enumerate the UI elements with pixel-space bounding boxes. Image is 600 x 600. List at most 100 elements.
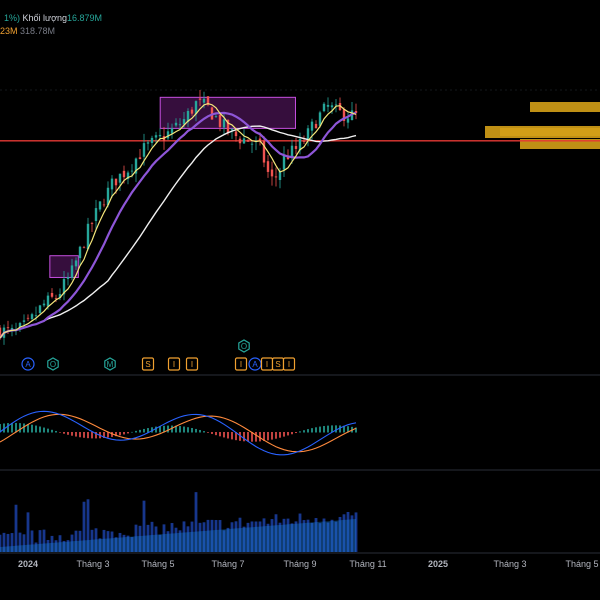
candle-body <box>194 101 198 115</box>
event-marker[interactable]: I <box>234 357 248 371</box>
candle[interactable] <box>82 245 86 249</box>
candle[interactable] <box>38 304 42 316</box>
candle[interactable] <box>354 103 358 120</box>
candle[interactable] <box>186 108 190 128</box>
candle[interactable] <box>314 120 318 129</box>
candle[interactable] <box>78 245 82 266</box>
candle[interactable] <box>194 100 198 122</box>
price-candles[interactable] <box>0 90 358 345</box>
x-tick-label[interactable]: Tháng 9 <box>283 559 316 569</box>
candle[interactable] <box>110 175 114 198</box>
profile-bar <box>500 128 600 136</box>
candle-body <box>234 131 238 137</box>
candle[interactable] <box>42 299 46 308</box>
candle[interactable] <box>282 146 286 177</box>
volume-bar <box>290 523 294 552</box>
volume-bar <box>142 500 146 552</box>
x-tick-label[interactable]: Tháng 5 <box>141 559 174 569</box>
candle[interactable] <box>338 97 342 111</box>
event-marker[interactable]: A <box>248 357 262 371</box>
event-marker[interactable]: I <box>260 357 274 371</box>
candle[interactable] <box>190 106 194 116</box>
event-marker[interactable]: O <box>47 357 59 371</box>
candle[interactable] <box>86 217 90 251</box>
candle[interactable] <box>294 137 298 155</box>
candle[interactable] <box>198 90 202 107</box>
candle[interactable] <box>214 114 218 119</box>
candle[interactable] <box>26 314 30 322</box>
event-marker[interactable]: I <box>282 357 296 371</box>
candle[interactable] <box>298 132 302 155</box>
candle[interactable] <box>166 122 170 141</box>
candle[interactable] <box>94 199 98 230</box>
candle[interactable] <box>106 181 110 208</box>
candle[interactable] <box>178 118 182 130</box>
candle[interactable] <box>206 95 210 107</box>
candle[interactable] <box>346 112 350 129</box>
x-tick-label[interactable]: 2024 <box>18 559 38 569</box>
candle[interactable] <box>286 149 290 160</box>
candle[interactable] <box>98 201 102 212</box>
candle-body <box>58 294 62 298</box>
macd-hist-bar <box>115 432 117 437</box>
candle[interactable] <box>74 257 78 271</box>
legend-volume-label[interactable]: Khối lượng <box>22 13 67 23</box>
candle[interactable] <box>342 107 346 127</box>
candle[interactable] <box>306 125 310 147</box>
event-marker[interactable]: A <box>21 357 35 371</box>
candle[interactable] <box>146 140 150 151</box>
x-tick-label[interactable]: Tháng 3 <box>493 559 526 569</box>
candle[interactable] <box>154 131 158 144</box>
candle[interactable] <box>170 123 174 139</box>
x-tick-label[interactable]: 2025 <box>428 559 448 569</box>
x-tick-label[interactable]: Tháng 5 <box>565 559 598 569</box>
event-marker[interactable]: S <box>271 357 285 371</box>
candle[interactable] <box>262 136 266 168</box>
candle[interactable] <box>230 127 234 139</box>
candle[interactable] <box>238 136 242 150</box>
event-marker[interactable]: I <box>167 357 181 371</box>
candle[interactable] <box>234 129 238 142</box>
candle[interactable] <box>266 154 270 178</box>
candle[interactable] <box>250 141 254 153</box>
candle[interactable] <box>54 294 58 303</box>
x-tick-label[interactable]: Tháng 7 <box>211 559 244 569</box>
candle[interactable] <box>118 173 122 192</box>
event-marker[interactable]: I <box>185 357 199 371</box>
event-marker[interactable]: S <box>141 357 155 371</box>
candle[interactable] <box>246 139 250 142</box>
macd-pane[interactable] <box>0 410 357 456</box>
candle-body <box>138 157 142 159</box>
candle[interactable] <box>318 110 322 128</box>
candle[interactable] <box>330 102 334 114</box>
macd-hist-bar <box>127 432 129 434</box>
candle[interactable] <box>218 112 222 132</box>
candle[interactable] <box>70 258 74 281</box>
candle[interactable] <box>326 97 330 113</box>
event-marker[interactable]: O <box>238 339 250 353</box>
time-axis[interactable]: 2024 Tháng 3 Tháng 5 Tháng 7 Tháng 9 Tháng 11… <box>18 559 599 569</box>
candle[interactable] <box>302 135 306 144</box>
candle[interactable] <box>62 270 66 301</box>
event-markers[interactable]: A O M S I IOI A I S I <box>21 339 296 371</box>
candle[interactable] <box>90 221 94 233</box>
volume-bar <box>218 520 222 552</box>
candle[interactable] <box>174 118 178 128</box>
candle[interactable] <box>138 149 142 160</box>
volume-bar <box>214 520 218 552</box>
x-tick-label[interactable]: Tháng 3 <box>76 559 109 569</box>
candle[interactable] <box>150 135 154 147</box>
x-tick-label[interactable]: Tháng 11 <box>349 559 386 569</box>
candle[interactable] <box>66 272 70 286</box>
candle[interactable] <box>322 102 326 113</box>
candle[interactable] <box>274 167 278 187</box>
candle[interactable] <box>270 161 274 186</box>
event-marker[interactable]: M <box>104 357 116 371</box>
candle[interactable] <box>0 324 2 340</box>
candle[interactable] <box>50 288 54 299</box>
candle[interactable] <box>102 198 106 208</box>
volume-pane[interactable] <box>0 492 358 552</box>
candle-body <box>102 204 106 206</box>
candle[interactable] <box>290 139 294 164</box>
